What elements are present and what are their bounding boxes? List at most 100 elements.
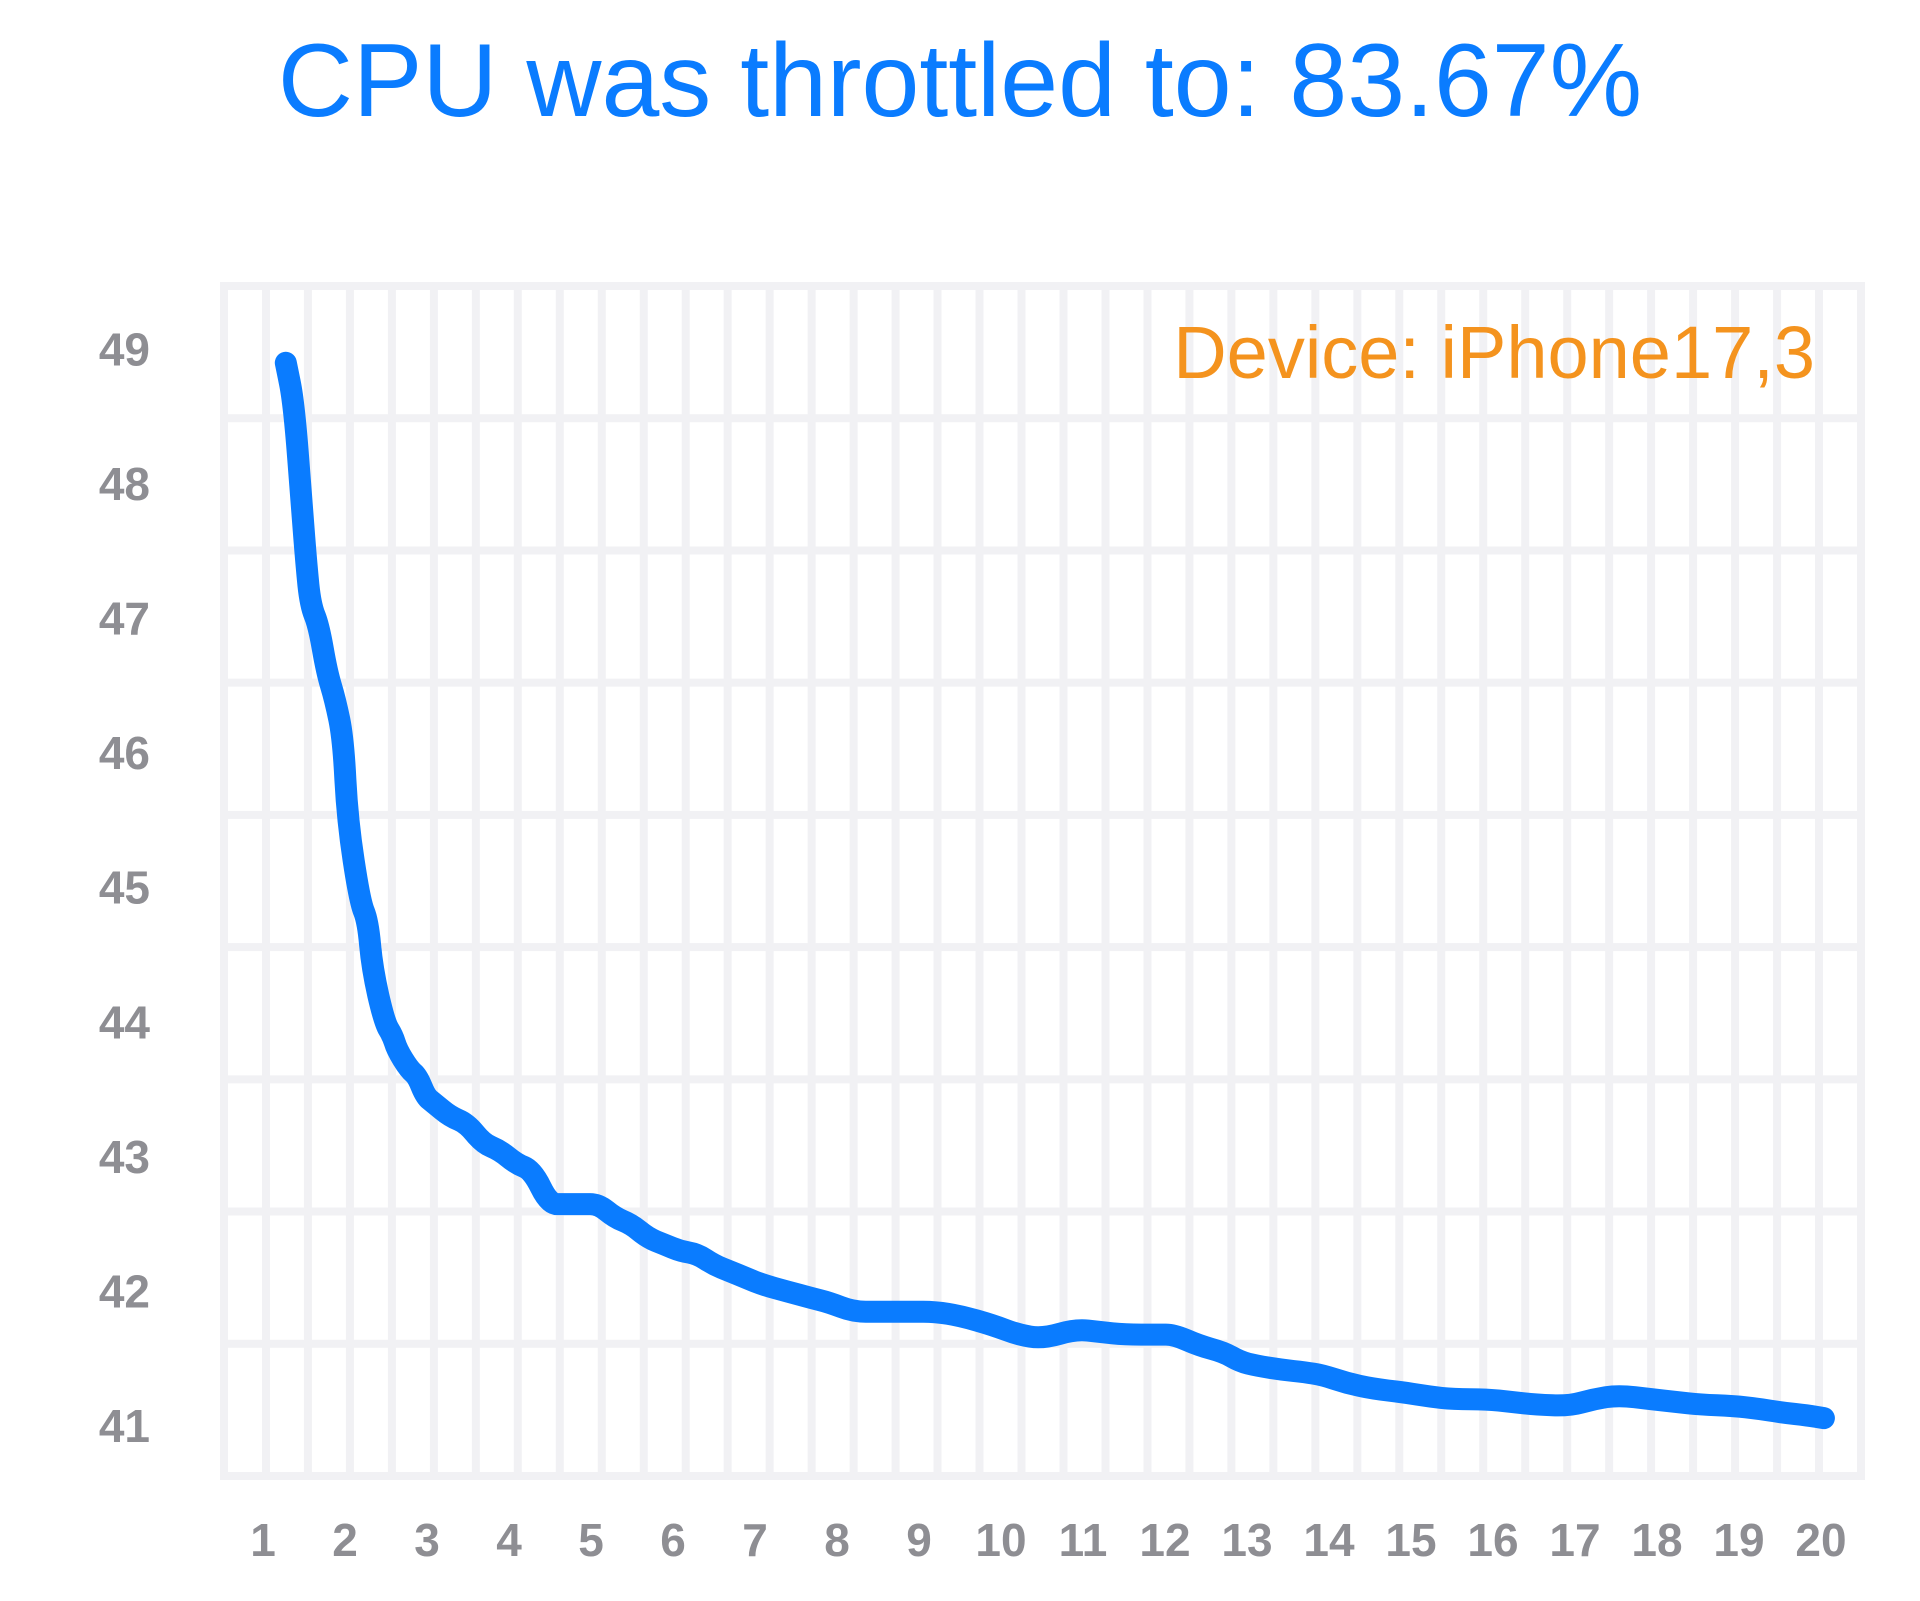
grid-cell	[437, 1347, 472, 1472]
grid-cell	[1151, 1347, 1186, 1472]
grid-cell	[1235, 951, 1270, 1076]
grid-cell	[1067, 554, 1102, 679]
grid-cell	[1277, 686, 1312, 811]
grid-cell	[731, 951, 766, 1076]
grid-cell	[228, 1215, 262, 1340]
grid-cell	[983, 818, 1018, 944]
grid-cell	[1739, 951, 1774, 1076]
grid-cell	[1445, 554, 1480, 679]
grid-cell	[1739, 686, 1774, 811]
grid-cell	[521, 554, 556, 679]
grid-cell	[437, 818, 472, 944]
grid-cell	[1319, 951, 1354, 1076]
grid-cell	[1529, 554, 1564, 679]
grid-cell	[941, 951, 976, 1076]
grid-cell	[1319, 290, 1354, 415]
grid-cell	[1781, 290, 1816, 415]
grid-cell	[857, 554, 892, 679]
grid-cell	[857, 290, 892, 415]
grid-cell	[1655, 951, 1690, 1076]
grid-cell	[1529, 951, 1564, 1076]
grid-cell	[1067, 818, 1102, 944]
grid-cell	[857, 1083, 892, 1208]
grid-cell	[1445, 422, 1480, 547]
grid-cell	[228, 1347, 262, 1472]
grid-cell	[1025, 951, 1060, 1076]
grid-cell	[689, 1347, 724, 1472]
grid-cell	[815, 554, 850, 679]
grid-cell	[563, 686, 598, 811]
grid-cell	[1781, 818, 1816, 944]
grid-cell	[1445, 1215, 1480, 1340]
x-tick-label: 6	[660, 1514, 686, 1566]
grid-cell	[521, 686, 556, 811]
grid-cell	[563, 1083, 598, 1208]
grid-cell	[1655, 1215, 1690, 1340]
grid-cell	[1571, 951, 1606, 1076]
grid-cell	[1823, 818, 1857, 944]
grid-cell	[1529, 1083, 1564, 1208]
grid-cell	[1319, 1215, 1354, 1340]
grid-cell	[605, 290, 640, 415]
grid-cell	[647, 686, 682, 811]
series-line	[274, 351, 1835, 1430]
grid-cell	[269, 686, 304, 811]
grid-cell	[1571, 1215, 1606, 1340]
grid-cell	[521, 1347, 556, 1472]
grid-cell	[1529, 818, 1564, 944]
grid-cell	[1487, 951, 1522, 1076]
grid-cell	[1109, 1083, 1144, 1208]
x-tick-label: 18	[1631, 1514, 1682, 1566]
x-tick-label: 4	[496, 1514, 522, 1566]
y-tick-label: 43	[99, 1131, 150, 1183]
grid-cell	[689, 951, 724, 1076]
grid-cell	[773, 818, 808, 944]
grid-cell	[1151, 818, 1186, 944]
x-tick-label: 12	[1139, 1514, 1190, 1566]
grid-cell	[395, 818, 430, 944]
grid-cell	[815, 686, 850, 811]
grid-cell	[1109, 1215, 1144, 1340]
grid-cell	[437, 1215, 472, 1340]
grid-cell	[773, 422, 808, 547]
grid-cell	[1571, 290, 1606, 415]
grid-cell	[1445, 290, 1480, 415]
grid-cell	[437, 554, 472, 679]
grid-cell	[1823, 1215, 1857, 1340]
grid-cell	[1403, 818, 1438, 944]
grid-cell	[857, 686, 892, 811]
grid-cell	[563, 1347, 598, 1472]
grid-cell	[731, 1083, 766, 1208]
grid-cell	[228, 951, 262, 1076]
grid-cell	[395, 1215, 430, 1340]
grid-cell	[815, 1083, 850, 1208]
grid-cell	[605, 422, 640, 547]
grid-cell	[1697, 554, 1732, 679]
grid-cell	[353, 1347, 388, 1472]
grid-cell	[311, 1215, 346, 1340]
grid-cell	[269, 1215, 304, 1340]
grid-cell	[479, 686, 514, 811]
grid-cell	[815, 290, 850, 415]
grid-cell	[605, 1347, 640, 1472]
grid-cell	[1151, 1083, 1186, 1208]
grid-cell	[437, 686, 472, 811]
grid-cell	[689, 290, 724, 415]
grid-cell	[1655, 422, 1690, 547]
grid-cell	[437, 422, 472, 547]
grid-cell	[1361, 1083, 1396, 1208]
grid-cell	[605, 1083, 640, 1208]
grid-cell	[1529, 422, 1564, 547]
grid-cell	[479, 290, 514, 415]
y-tick-label: 48	[99, 458, 150, 510]
grid-cell	[1109, 686, 1144, 811]
grid-cell	[1319, 686, 1354, 811]
grid-cell	[899, 1347, 934, 1472]
grid-cell	[1151, 554, 1186, 679]
grid-cell	[857, 951, 892, 1076]
grid-cell	[1529, 1215, 1564, 1340]
grid-cell	[1025, 290, 1060, 415]
y-tick-label: 45	[99, 862, 150, 914]
grid-cell	[941, 686, 976, 811]
